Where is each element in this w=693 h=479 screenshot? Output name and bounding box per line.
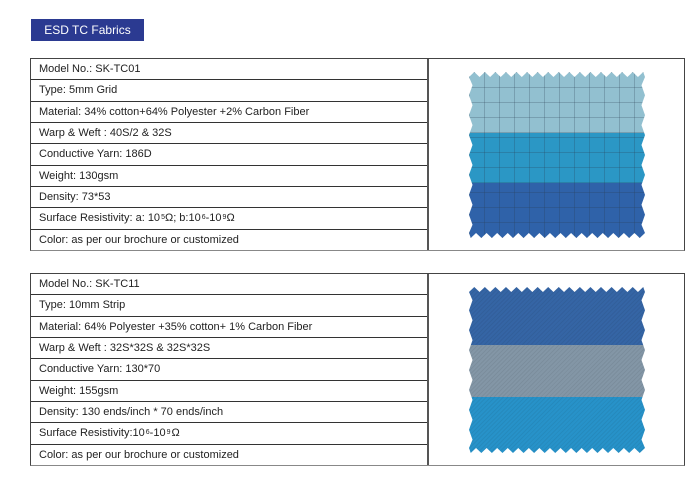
spec-material: Material: 34% cotton+64% Polyester +2% C… bbox=[31, 102, 427, 123]
spec-rows: Model No.: SK-TC11 Type: 10mm Strip Mate… bbox=[31, 274, 429, 465]
spec-weight: Weight: 130gsm bbox=[31, 166, 427, 187]
fabric-swatch-image bbox=[469, 72, 645, 238]
spec-weight: Weight: 155gsm bbox=[31, 381, 427, 402]
spec-model: Model No.: SK-TC01 bbox=[31, 59, 427, 81]
spec-color: Color: as per our brochure or customized bbox=[39, 448, 239, 461]
spec-conductive-yarn: Conductive Yarn: 186D bbox=[31, 144, 427, 166]
spec-surface-resistivity: Surface Resistivity:10 6 -10 9 Ω bbox=[31, 423, 427, 445]
spec-warp-weft: Warp & Weft : 32S*32S & 32S*32S bbox=[31, 338, 427, 360]
swatch-cell bbox=[429, 274, 684, 465]
spec-conductive-yarn: Conductive Yarn: 130*70 bbox=[31, 359, 427, 381]
swatch-band-dark bbox=[469, 183, 645, 238]
spec-density: Density: 73*53 bbox=[31, 187, 427, 209]
product-spec-table-sk-tc01: Model No.: SK-TC01 Type: 5mm Grid Materi… bbox=[30, 58, 685, 251]
spec-type: Type: 5mm Grid bbox=[31, 80, 427, 102]
section-title-badge: ESD TC Fabrics bbox=[31, 19, 144, 41]
spec-density: Density: 130 ends/inch * 70 ends/inch bbox=[31, 402, 427, 424]
fabric-swatch-image bbox=[469, 287, 645, 453]
spec-color: Color: as per our brochure or customized bbox=[39, 233, 239, 246]
spec-model: Model No.: SK-TC11 bbox=[31, 274, 427, 296]
spec-type: Type: 10mm Strip bbox=[31, 295, 427, 317]
spec-warp-weft: Warp & Weft : 40S/2 & 32S bbox=[31, 123, 427, 145]
spec-surface-resistivity: Surface Resistivity: a: 10 5 Ω; b:10 6 -10 9… bbox=[31, 208, 427, 230]
product-spec-table-sk-tc11: Model No.: SK-TC11 Type: 10mm Strip Mate… bbox=[30, 273, 685, 466]
swatch-band-bright bbox=[469, 397, 645, 453]
spec-material: Material: 64% Polyester +35% cotton+ 1% … bbox=[31, 317, 427, 338]
spec-rows: Model No.: SK-TC01 Type: 5mm Grid Materi… bbox=[31, 59, 429, 250]
swatch-band-mid bbox=[469, 133, 645, 183]
swatch-cell bbox=[429, 59, 684, 250]
swatch-band-dark bbox=[469, 287, 645, 345]
swatch-band-grey bbox=[469, 345, 645, 397]
swatch-band-light bbox=[469, 72, 645, 133]
